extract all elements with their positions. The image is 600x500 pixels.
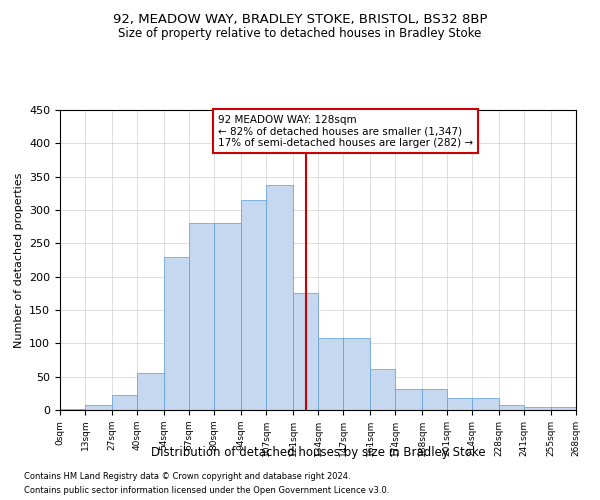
Bar	[472, 398, 499, 410]
Text: 92, MEADOW WAY, BRADLEY STOKE, BRISTOL, BS32 8BP: 92, MEADOW WAY, BRADLEY STOKE, BRISTOL, …	[113, 12, 487, 26]
Y-axis label: Number of detached properties: Number of detached properties	[14, 172, 23, 348]
Bar	[576, 408, 600, 410]
Bar	[164, 256, 189, 410]
Bar	[85, 406, 112, 410]
Bar	[241, 200, 266, 410]
Bar	[112, 396, 137, 410]
Bar	[499, 406, 524, 410]
Bar	[266, 184, 293, 410]
Bar	[524, 406, 551, 410]
Text: Contains HM Land Registry data © Crown copyright and database right 2024.: Contains HM Land Registry data © Crown c…	[24, 472, 350, 481]
Bar	[447, 398, 472, 410]
Bar	[395, 388, 422, 410]
Bar	[189, 224, 214, 410]
Text: Contains public sector information licensed under the Open Government Licence v3: Contains public sector information licen…	[24, 486, 389, 495]
Text: Distribution of detached houses by size in Bradley Stoke: Distribution of detached houses by size …	[151, 446, 485, 459]
Bar	[343, 338, 370, 410]
Bar	[318, 338, 343, 410]
Bar	[137, 374, 164, 410]
Bar	[293, 294, 318, 410]
Bar	[551, 406, 576, 410]
Bar	[214, 224, 241, 410]
Bar	[422, 388, 447, 410]
Text: Size of property relative to detached houses in Bradley Stoke: Size of property relative to detached ho…	[118, 28, 482, 40]
Bar	[370, 368, 395, 410]
Text: 92 MEADOW WAY: 128sqm
← 82% of detached houses are smaller (1,347)
17% of semi-d: 92 MEADOW WAY: 128sqm ← 82% of detached …	[218, 114, 473, 148]
Bar	[60, 408, 85, 410]
